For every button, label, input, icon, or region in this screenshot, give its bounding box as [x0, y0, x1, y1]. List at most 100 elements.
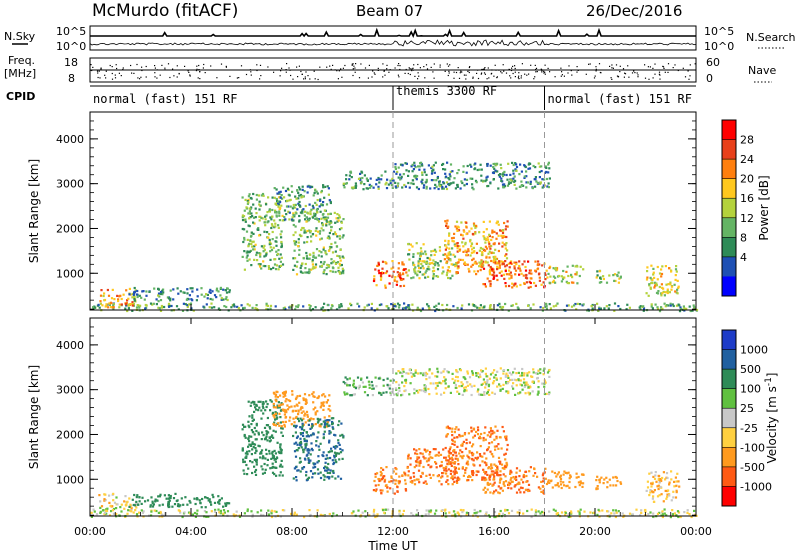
scatter-cell [489, 373, 493, 376]
scatter-cell [479, 437, 482, 440]
scatter-cell [516, 483, 519, 486]
scatter-cell [337, 475, 340, 478]
scatter-cell [442, 182, 446, 185]
scatter-cell [299, 460, 302, 463]
scatter-cell [508, 266, 511, 269]
scatter-cell [485, 383, 488, 386]
scatter-cell [317, 445, 320, 448]
scatter-cell [532, 368, 535, 371]
scatter-cell [456, 376, 459, 379]
scatter-cell [186, 304, 189, 307]
scatter-cell [471, 232, 474, 236]
scatter-cell [546, 371, 550, 374]
scatter-cell [290, 218, 294, 221]
scatter-cell [484, 261, 487, 264]
scatter-cell [488, 478, 491, 481]
scatter-cell [503, 467, 506, 470]
scatter-cell [398, 481, 401, 485]
scatter-cell [420, 250, 423, 253]
scatter-cell [314, 413, 317, 416]
scatter-cell [692, 304, 695, 307]
scatter-cell [427, 265, 430, 268]
scatter-cell [376, 307, 379, 310]
scatter-cell [425, 509, 428, 512]
scatter-cell [444, 220, 447, 223]
scatter-cell [272, 391, 275, 394]
scatter-cell [471, 370, 474, 373]
scatter-cell [417, 478, 420, 481]
scatter-cell [502, 369, 506, 372]
scatter-cell [488, 256, 491, 259]
scatter-cell [478, 231, 481, 234]
scatter-cell [383, 480, 386, 483]
scatter-cell [527, 386, 530, 389]
scatter-cell [317, 254, 320, 257]
scatter-cell [265, 435, 268, 438]
scatter-cell [306, 415, 309, 418]
scatter-cell [283, 509, 286, 512]
scatter-cell [676, 279, 679, 282]
scatter-cell [507, 390, 510, 393]
scatter-cell [656, 306, 659, 309]
scatter-cell [424, 390, 427, 394]
scatter-cell [265, 433, 268, 436]
scatter-cell [333, 433, 336, 436]
scatter-cell [459, 258, 462, 261]
scatter-cell [140, 509, 143, 512]
scatter-cell [294, 397, 298, 401]
scatter-cell [646, 486, 650, 489]
scatter-cell [449, 391, 452, 394]
scatter-cell [456, 390, 459, 393]
scatter-cell [583, 510, 586, 513]
scatter-cell [615, 484, 618, 487]
scatter-cell [436, 384, 439, 387]
scatter-cell [282, 409, 285, 412]
scatter-cell [167, 503, 170, 506]
scatter-cell [276, 192, 279, 195]
scatter-cell [255, 422, 258, 425]
cpid-bar: CPID normal (fast) 151 RF themis 3300 RF… [6, 84, 696, 110]
scatter-cell [488, 280, 491, 283]
scatter-cell [247, 467, 250, 470]
scatter-cell [475, 470, 478, 473]
scatter-cell [328, 477, 331, 480]
scatter-cell [465, 226, 468, 229]
scatter-cell [381, 267, 384, 270]
scatter-cell [330, 242, 333, 246]
scatter-cell [646, 480, 649, 483]
scatter-cell [532, 371, 535, 374]
scatter-cell [293, 467, 296, 470]
scatter-cell [226, 502, 229, 505]
scatter-cell [283, 216, 286, 219]
scatter-cell [422, 243, 425, 246]
scatter-cell [666, 291, 669, 295]
scatter-cell [403, 302, 406, 305]
scatter-cell [410, 277, 413, 280]
scatter-cell [451, 483, 454, 486]
scatter-cell [454, 225, 457, 228]
scatter-cell [305, 470, 308, 474]
scatter-cell [172, 298, 175, 301]
scatter-cell [319, 514, 323, 517]
scatter-cell [609, 484, 612, 487]
scatter-cell [423, 448, 426, 451]
scatter-cell [244, 436, 247, 439]
scatter-cell [377, 187, 380, 190]
scatter-cell [257, 409, 260, 412]
scatter-cell [142, 510, 145, 513]
scatter-cell [499, 377, 502, 380]
scatter-cell [319, 199, 322, 202]
scatter-cell [552, 508, 555, 511]
scatter-cell [447, 266, 450, 269]
scatter-cell [428, 268, 431, 271]
scatter-cell [650, 305, 653, 308]
scatter-cell [485, 228, 488, 231]
scatter-cell [254, 447, 257, 450]
scatter-cell [489, 435, 492, 438]
scatter-cell [235, 514, 238, 517]
scatter-cell [501, 174, 505, 178]
scatter-cell [613, 279, 616, 282]
scatter-cell [98, 494, 101, 497]
scatter-cell [438, 180, 441, 183]
scatter-cell [376, 264, 379, 267]
